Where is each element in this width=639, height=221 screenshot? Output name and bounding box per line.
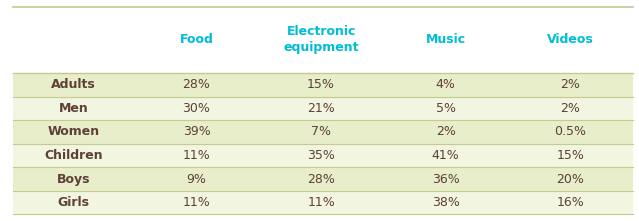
Text: Adults: Adults [51, 78, 96, 91]
Bar [13, 120, 633, 144]
Text: 28%: 28% [307, 173, 335, 185]
Text: Music: Music [426, 33, 466, 46]
Text: 11%: 11% [183, 196, 210, 209]
Text: 11%: 11% [307, 196, 335, 209]
Text: Men: Men [59, 102, 88, 115]
Text: 15%: 15% [307, 78, 335, 91]
Bar [13, 191, 633, 214]
Bar [13, 144, 633, 167]
Text: Women: Women [47, 125, 100, 138]
Text: 16%: 16% [557, 196, 584, 209]
Text: 4%: 4% [436, 78, 456, 91]
Text: Girls: Girls [58, 196, 89, 209]
Text: 35%: 35% [307, 149, 335, 162]
Text: 11%: 11% [183, 149, 210, 162]
Text: Videos: Videos [547, 33, 594, 46]
Text: Children: Children [44, 149, 103, 162]
Text: Food: Food [180, 33, 213, 46]
Text: 41%: 41% [432, 149, 459, 162]
Bar [13, 97, 633, 120]
Text: 38%: 38% [432, 196, 459, 209]
Text: Boys: Boys [57, 173, 90, 185]
Text: 15%: 15% [557, 149, 584, 162]
Text: 9%: 9% [187, 173, 206, 185]
Text: 28%: 28% [183, 78, 210, 91]
Text: 2%: 2% [436, 125, 456, 138]
Text: 30%: 30% [183, 102, 210, 115]
Text: Electronic
equipment: Electronic equipment [283, 25, 359, 54]
Text: 2%: 2% [560, 102, 580, 115]
Text: 2%: 2% [560, 78, 580, 91]
Text: 20%: 20% [557, 173, 584, 185]
Bar [13, 73, 633, 97]
Text: 21%: 21% [307, 102, 335, 115]
Bar [13, 167, 633, 191]
Text: 36%: 36% [432, 173, 459, 185]
Text: 7%: 7% [311, 125, 331, 138]
Text: 5%: 5% [436, 102, 456, 115]
Text: 0.5%: 0.5% [554, 125, 587, 138]
Text: 39%: 39% [183, 125, 210, 138]
